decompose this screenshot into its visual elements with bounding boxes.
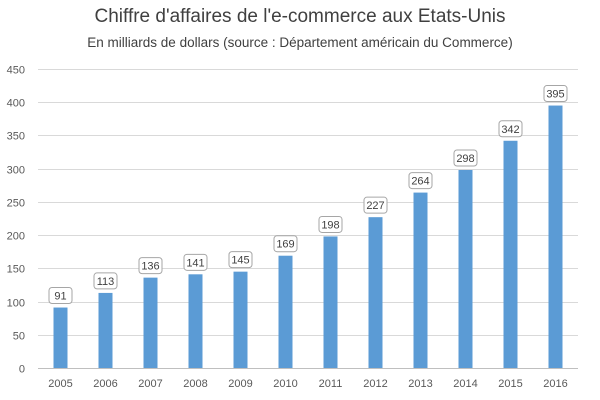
- y-tick-label: 450: [7, 65, 25, 77]
- y-tick-label: 50: [13, 331, 25, 343]
- x-tick-label: 2010: [273, 378, 297, 390]
- data-label: 136: [141, 261, 159, 273]
- x-tick-label: 2006: [93, 378, 117, 390]
- data-label-box: [408, 172, 433, 190]
- data-label: 395: [546, 89, 564, 101]
- y-tick-label: 400: [7, 98, 25, 110]
- chart-subtitle: En milliards de dollars (source : Départ…: [87, 35, 513, 50]
- data-label: 141: [186, 257, 204, 269]
- bar-2006: [98, 292, 113, 368]
- bar-2013: [413, 192, 428, 368]
- data-label-box: [48, 287, 73, 305]
- x-tick-label: 2009: [228, 378, 252, 390]
- data-label-box: [453, 149, 478, 167]
- data-label: 169: [276, 239, 294, 251]
- bar-2008: [188, 274, 203, 368]
- y-tick-label: 200: [7, 231, 25, 243]
- data-label: 298: [456, 153, 474, 165]
- bar-2015: [503, 140, 518, 368]
- x-tick-label: 2011: [319, 378, 343, 390]
- data-label-box: [498, 120, 523, 138]
- bar-2012: [368, 217, 383, 368]
- data-label-box: [228, 251, 253, 269]
- data-label: 264: [411, 176, 429, 188]
- data-label: 145: [231, 255, 249, 267]
- data-label: 342: [501, 124, 519, 136]
- x-tick-label: 2015: [498, 378, 522, 390]
- chart-title: Chiffre d'affaires de l'e-commerce aux E…: [94, 6, 506, 27]
- data-label-box: [138, 257, 163, 275]
- data-label-box: [318, 215, 343, 233]
- y-tick-label: 250: [7, 198, 25, 210]
- bar-2011: [323, 236, 338, 368]
- y-tick-label: 300: [7, 165, 25, 177]
- x-tick-label: 2005: [48, 378, 72, 390]
- data-label-box: [93, 272, 118, 290]
- y-tick-label: 350: [7, 131, 25, 143]
- y-tick-label: 150: [7, 264, 25, 276]
- y-tick-label: 0: [19, 364, 25, 376]
- data-label: 91: [54, 291, 66, 303]
- data-label-box: [183, 253, 208, 271]
- data-label: 227: [366, 200, 384, 212]
- data-label-box: [543, 85, 568, 103]
- x-tick-label: 2007: [138, 378, 162, 390]
- x-tick-label: 2013: [408, 378, 432, 390]
- bar-2016: [548, 105, 563, 369]
- data-label: 198: [321, 219, 339, 231]
- data-label-box: [363, 196, 388, 214]
- bar-2014: [458, 169, 473, 368]
- x-tick-label: 2012: [363, 378, 387, 390]
- x-tick-label: 2016: [543, 378, 567, 390]
- data-label-box: [273, 235, 298, 253]
- data-label: 113: [97, 276, 115, 288]
- bar-2007: [143, 277, 158, 368]
- y-tick-label: 100: [7, 298, 25, 310]
- bar-2010: [278, 255, 293, 368]
- bar-2005: [53, 307, 68, 368]
- x-tick-label: 2014: [453, 378, 477, 390]
- x-tick-label: 2008: [183, 378, 207, 390]
- bar-2009: [233, 271, 248, 368]
